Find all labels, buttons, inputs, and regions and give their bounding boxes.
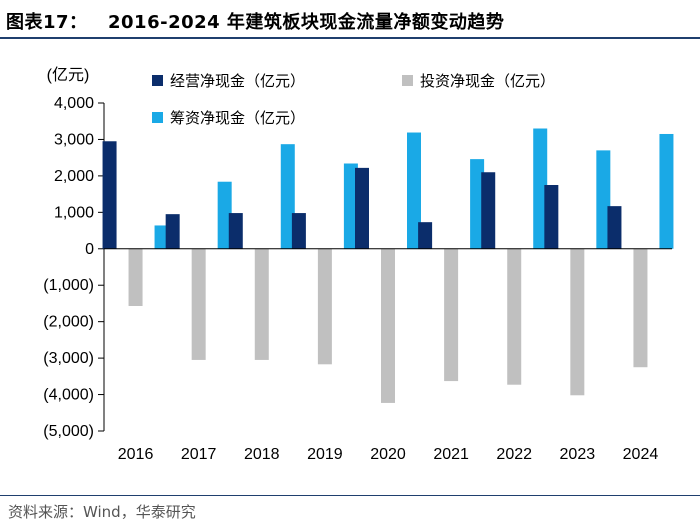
figure-header: 图表17： 2016-2024 年建筑板块现金流量净额变动趋势: [0, 0, 700, 40]
bar-financing-2016: [154, 225, 169, 249]
source-note: 资料来源：Wind，华泰研究: [8, 503, 196, 521]
bar-operating-2018: [228, 213, 243, 249]
y-tick-label: (5,000): [43, 423, 94, 440]
bar-investing-2019: [317, 248, 332, 365]
y-tick-label: (1,000): [43, 277, 94, 294]
title-divider: [0, 37, 700, 39]
bar-financing-2018: [280, 144, 295, 249]
bar-financing-2019: [343, 163, 358, 249]
y-tick-label: 4,000: [54, 95, 94, 112]
x-tick-label: 2023: [560, 446, 596, 463]
chart-legend: 经营净现金（亿元） 投资净现金（亿元） 筹资净现金（亿元）: [152, 72, 555, 127]
y-tick-label: 1,000: [54, 204, 94, 221]
legend-label: 筹资净现金（亿元）: [170, 109, 305, 127]
bar-marks: [102, 128, 674, 403]
bar-operating-2019: [291, 213, 306, 249]
y-axis-ticks: 4,000 3,000 2,000 1,000 0 (1,000) (2,000) (3,00…: [43, 95, 105, 440]
bar-financing-2017: [217, 181, 232, 249]
bar-investing-2018: [254, 248, 269, 360]
y-tick-label: (2,000): [43, 314, 94, 331]
bar-operating-2023: [544, 185, 559, 249]
x-axis-ticks: 2016 2017 2018 2019 2020 2021 2022 2023 2024: [118, 446, 659, 463]
legend-swatch: [152, 75, 163, 86]
figure-title: 2016-2024 年建筑板块现金流量净额变动趋势: [108, 12, 505, 33]
bar-investing-2017: [191, 248, 206, 360]
source-divider: [0, 495, 700, 496]
x-tick-label: 2019: [307, 446, 343, 463]
x-tick-label: 2021: [433, 446, 469, 463]
x-tick-label: 2020: [370, 446, 406, 463]
bar-investing-2020: [381, 248, 395, 403]
y-tick-label: (3,000): [43, 350, 94, 367]
y-tick-label: 0: [85, 241, 94, 258]
bar-financing-2022: [533, 128, 548, 249]
legend-label: 经营净现金（亿元）: [170, 72, 305, 90]
figure-label: 图表17：: [6, 12, 88, 33]
bar-financing-2020: [407, 132, 421, 249]
bar-investing-2021: [444, 248, 459, 382]
x-tick-label: 2017: [181, 446, 217, 463]
legend-swatch: [402, 75, 413, 86]
bar-operating-2016: [102, 141, 117, 249]
bar-operating-2020: [355, 167, 369, 249]
bar-operating-2017: [165, 214, 180, 249]
x-tick-label: 2022: [496, 446, 532, 463]
bar-investing-2016: [128, 248, 143, 306]
bar-operating-2022: [481, 172, 496, 249]
cash-flow-bar-chart: (亿元) 4,000 3,000 2,000 1,000 0 (1,000) (2,000)…: [43, 66, 674, 463]
bar-operating-2021: [418, 222, 433, 249]
bar-financing-2023: [596, 150, 611, 249]
y-tick-label: 3,000: [54, 131, 94, 148]
y-tick-label: (4,000): [43, 387, 94, 404]
bar-operating-2024: [607, 206, 622, 249]
bar-financing-2021: [470, 159, 485, 249]
legend-label: 投资净现金（亿元）: [420, 72, 555, 90]
bar-investing-2022: [507, 248, 522, 385]
x-tick-label: 2018: [244, 446, 280, 463]
y-tick-label: 2,000: [54, 168, 94, 185]
legend-swatch: [152, 112, 163, 123]
y-axis-unit-label: (亿元): [47, 66, 90, 84]
bar-investing-2024: [633, 248, 648, 368]
x-tick-label: 2024: [623, 446, 659, 463]
x-tick-label: 2016: [118, 446, 154, 463]
bar-financing-2024: [659, 133, 674, 249]
bar-investing-2023: [570, 248, 585, 396]
